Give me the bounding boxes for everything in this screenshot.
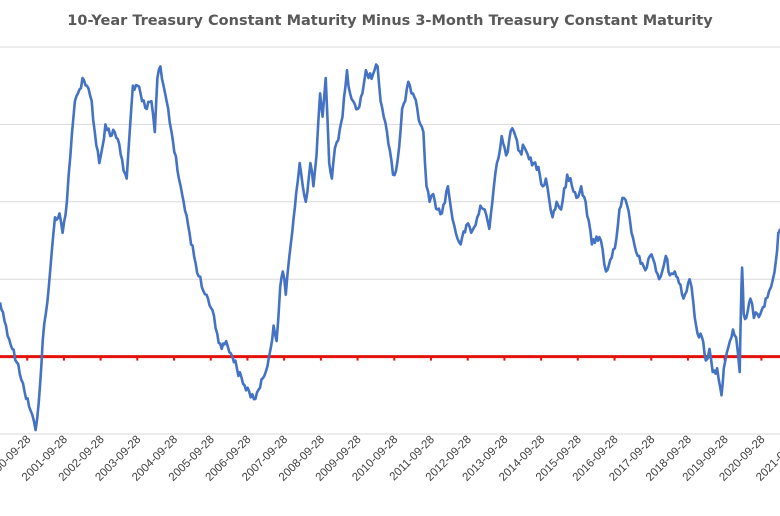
series-line bbox=[0, 63, 780, 432]
zero-reference-line bbox=[0, 355, 780, 361]
data-series bbox=[0, 63, 780, 432]
x-axis-tick-labels: 2000-09-282001-09-282002-09-282003-09-28… bbox=[0, 434, 780, 484]
gridlines bbox=[0, 46, 780, 435]
chart-title: 10-Year Treasury Constant Maturity Minus… bbox=[67, 13, 713, 29]
